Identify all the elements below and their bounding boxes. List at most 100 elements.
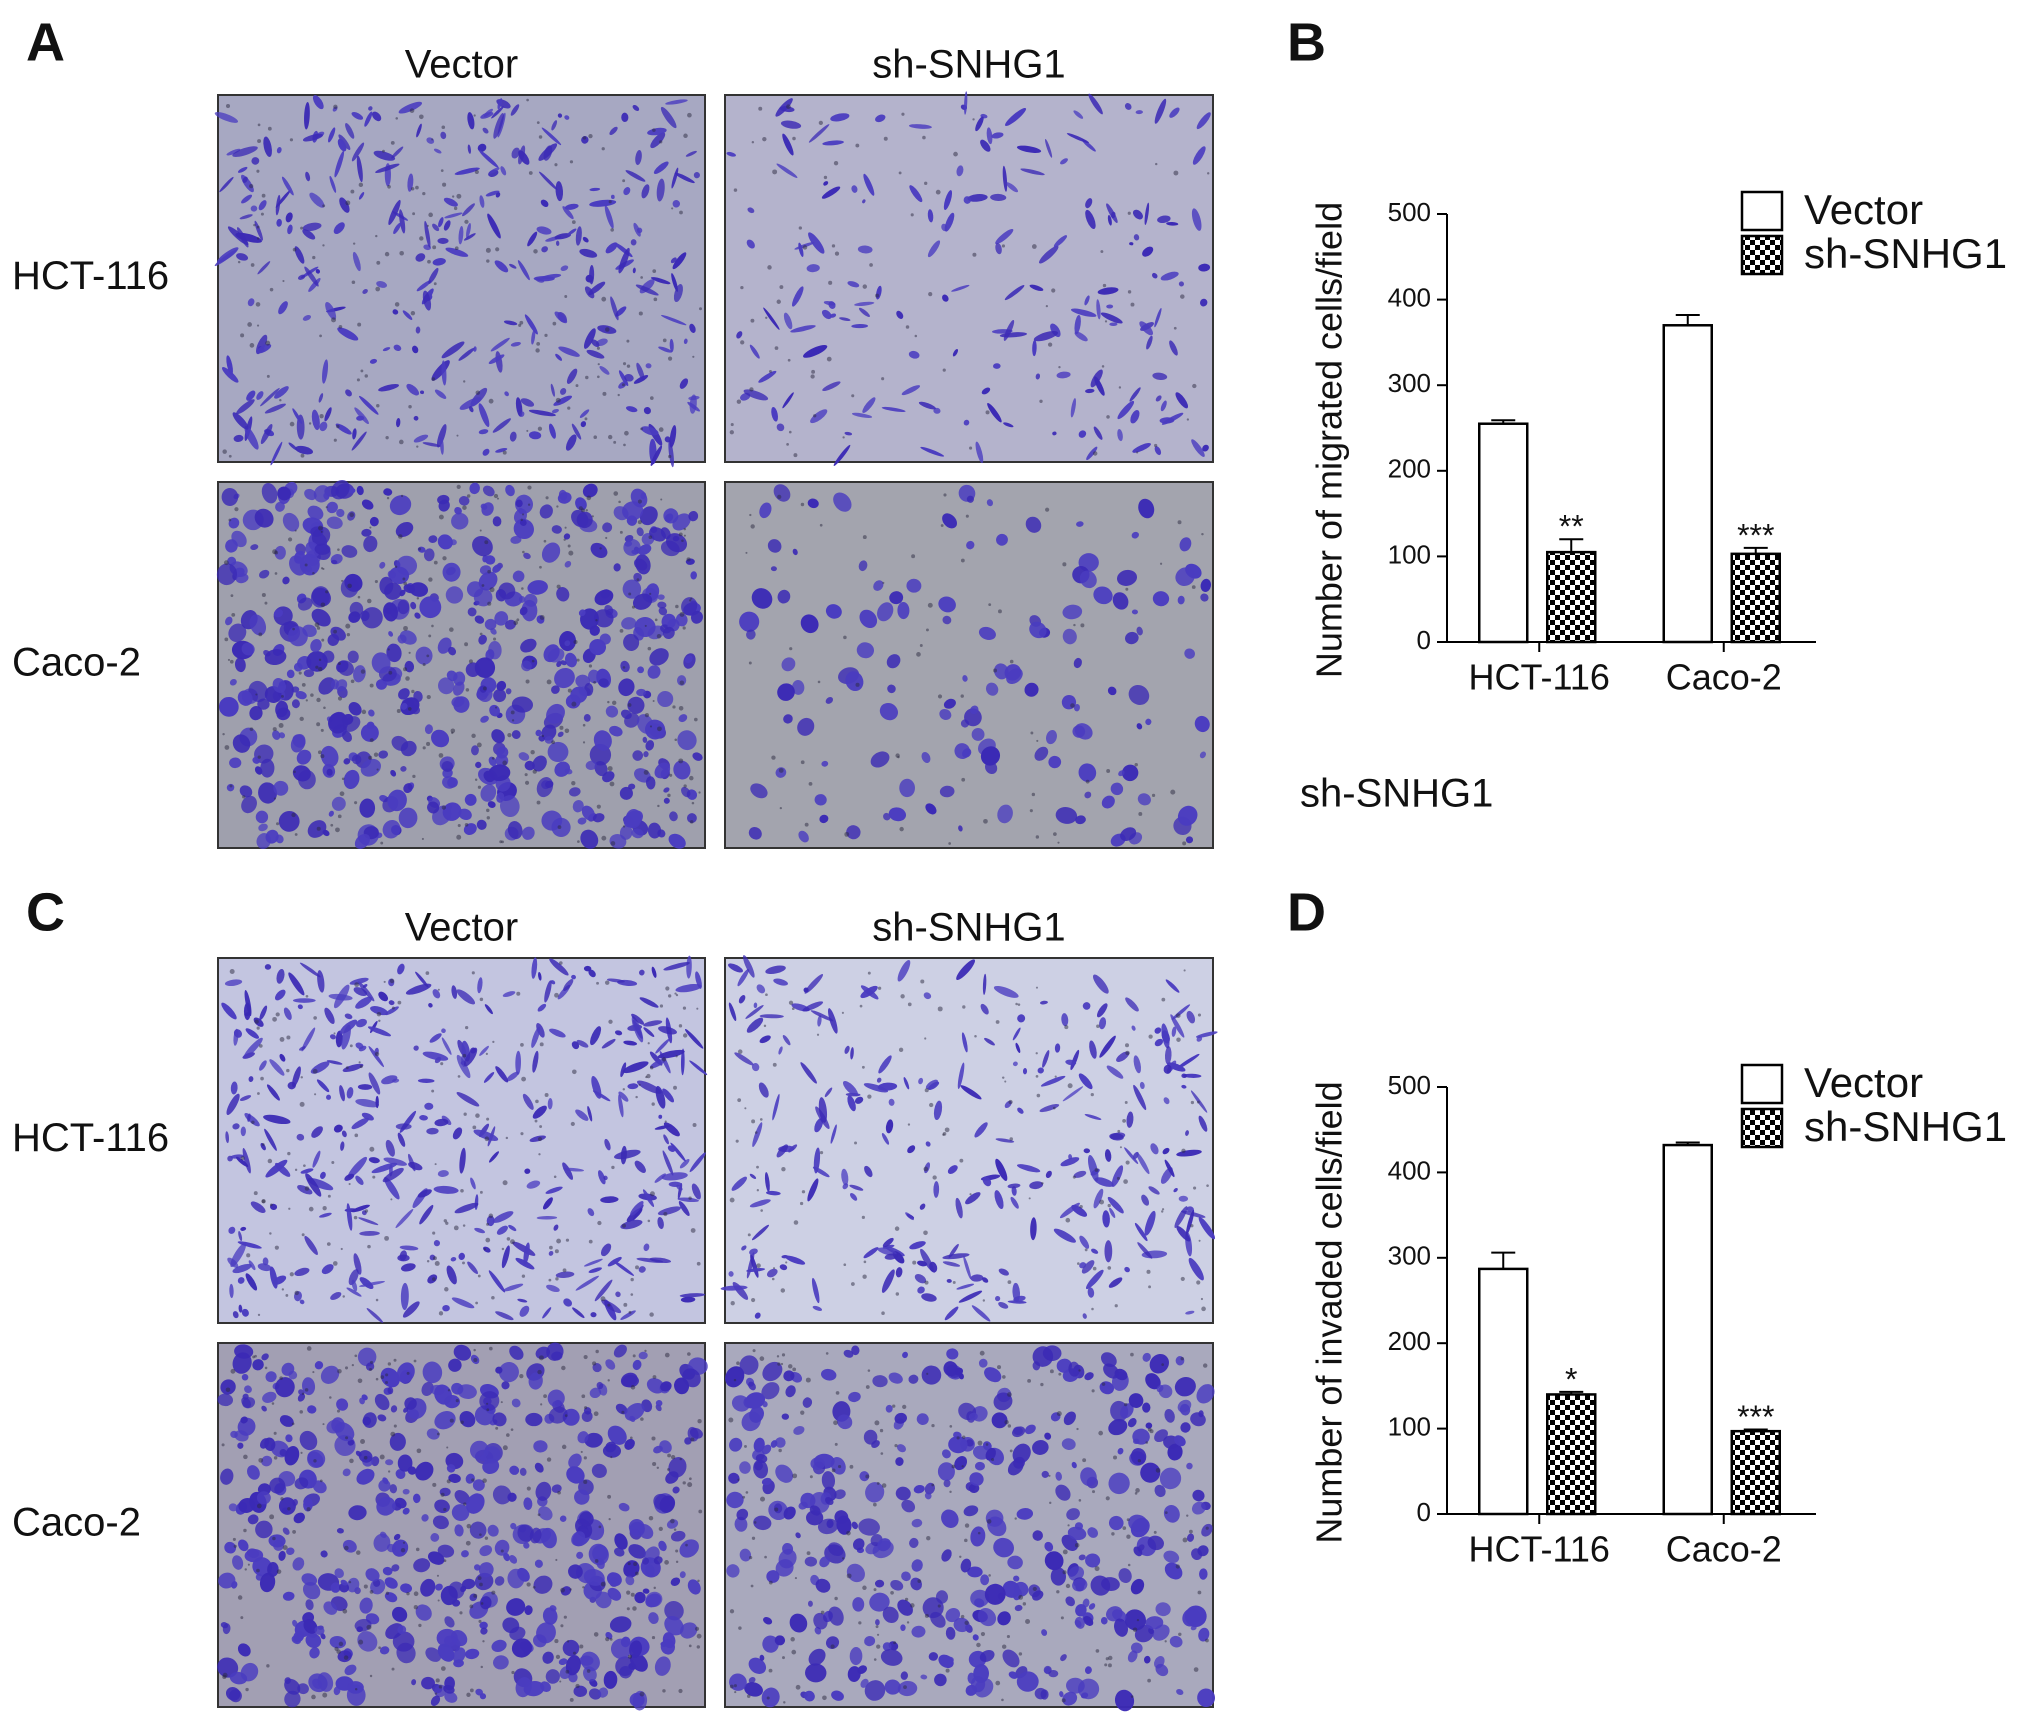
speck <box>816 1033 820 1036</box>
speck <box>551 740 556 745</box>
cell-blob <box>359 1231 380 1236</box>
cell-blob <box>403 783 413 794</box>
cell-blob <box>1182 1073 1202 1078</box>
speck <box>390 1198 393 1201</box>
panel-label: B <box>1287 12 1326 72</box>
speck <box>320 728 324 732</box>
cell-blob <box>221 1002 237 1020</box>
speck <box>800 760 805 765</box>
cell-blob <box>908 124 932 129</box>
cell-blob <box>342 1063 364 1072</box>
cell-blob <box>241 642 255 656</box>
cell-blob <box>613 563 621 572</box>
speck <box>374 579 378 584</box>
speck <box>539 615 545 620</box>
speck <box>253 1191 258 1196</box>
speck <box>682 1033 688 1038</box>
cell-blob <box>927 240 941 258</box>
speck <box>264 601 268 605</box>
cell-blob <box>454 167 480 175</box>
speck <box>426 654 430 658</box>
speck <box>451 195 455 198</box>
speck <box>613 491 619 496</box>
cell-blob <box>956 959 976 981</box>
cell-blob <box>582 236 589 243</box>
cell-blob <box>416 280 432 292</box>
cell-blob <box>238 1230 243 1242</box>
speck <box>901 112 905 116</box>
speck <box>456 834 462 840</box>
cell-blob <box>554 667 575 689</box>
cell-blob <box>1121 764 1139 782</box>
significance: ** <box>1559 509 1584 545</box>
speck <box>1170 789 1176 795</box>
cell-blob <box>494 260 509 273</box>
speck <box>554 163 558 167</box>
cell-blob <box>433 1240 440 1247</box>
cell-blob <box>1003 319 1015 341</box>
cell-blob <box>481 502 494 516</box>
speck <box>274 1245 279 1250</box>
speck <box>556 505 559 508</box>
cell-blob <box>917 1260 928 1267</box>
speck <box>842 1557 845 1560</box>
cell-blob <box>645 363 652 369</box>
speck <box>337 662 341 666</box>
speck <box>622 1088 626 1091</box>
cell-blob <box>1046 730 1057 745</box>
cell-blob <box>849 1192 858 1201</box>
speck <box>472 1125 477 1130</box>
speck <box>696 1633 702 1639</box>
speck <box>230 1368 236 1374</box>
cell-blob <box>343 758 351 765</box>
cell-blob <box>302 133 323 142</box>
cell-blob <box>766 1268 778 1278</box>
speck <box>577 840 580 843</box>
cell-blob <box>1135 110 1143 115</box>
speck <box>846 1530 851 1536</box>
speck <box>1155 1467 1161 1473</box>
speck <box>391 1006 395 1010</box>
cell-blob <box>355 1018 367 1028</box>
speck <box>545 496 549 500</box>
cell-blob <box>627 696 645 714</box>
speck <box>505 1136 509 1140</box>
cell-blob <box>485 190 500 197</box>
speck <box>257 1313 261 1317</box>
speck <box>431 377 436 381</box>
cell-blob <box>946 1278 952 1283</box>
cell-blob <box>440 131 447 140</box>
speck <box>1004 1080 1007 1083</box>
speck <box>1031 792 1036 797</box>
speck <box>601 835 607 841</box>
cell-blob <box>1161 412 1184 425</box>
speck <box>586 1669 591 1673</box>
y-tick-label: 100 <box>1388 539 1431 569</box>
speck <box>304 1186 310 1191</box>
cell-blob <box>547 648 565 663</box>
speck <box>1031 244 1037 249</box>
cell-blob <box>901 385 921 396</box>
speck <box>1001 1076 1005 1079</box>
cell-blob <box>695 971 702 989</box>
cell-blob <box>925 803 937 815</box>
cell-blob <box>379 561 386 569</box>
speck <box>619 530 623 534</box>
cell-blob <box>991 132 1004 139</box>
cell-blob <box>564 768 573 775</box>
cell-blob <box>783 312 793 330</box>
cell-blob <box>749 344 760 359</box>
speck <box>540 1403 543 1406</box>
cell-blob <box>409 582 429 597</box>
cell-blob <box>1020 168 1045 176</box>
cell-blob <box>1164 1159 1175 1178</box>
cell-blob <box>345 123 355 139</box>
speck <box>1080 623 1085 628</box>
speck <box>904 1597 909 1602</box>
cell-blob <box>580 421 587 428</box>
speck <box>292 627 295 631</box>
speck <box>652 1375 657 1379</box>
speck <box>533 249 538 254</box>
speck <box>403 667 408 672</box>
speck <box>622 179 626 183</box>
